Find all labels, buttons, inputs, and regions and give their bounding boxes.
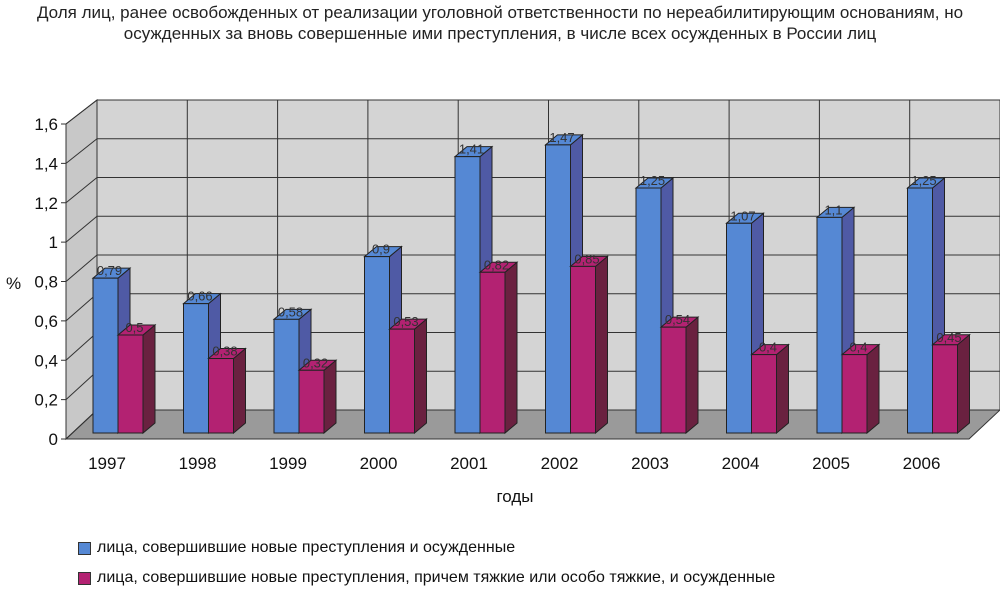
bar (208, 358, 234, 434)
bar (298, 369, 325, 434)
data-label: 0,53 (393, 314, 418, 329)
bar (364, 256, 390, 434)
x-axis-label: годы (496, 487, 533, 506)
bar (660, 326, 687, 434)
data-label: 1,41 (459, 142, 484, 157)
bar (92, 277, 119, 434)
legend-swatch-blue (78, 541, 91, 555)
y-tick-label: 1 (49, 233, 58, 252)
legend-item-series-2: лица, совершившие новые преступления, пр… (78, 569, 775, 587)
bar-side (866, 343, 880, 435)
gridline-side (65, 332, 98, 361)
data-label: 0,38 (212, 344, 237, 359)
bar (273, 318, 300, 434)
data-label: 0,82 (484, 257, 509, 272)
bar (932, 344, 958, 434)
bar-side (957, 333, 970, 435)
x-tick-label: 2006 (903, 454, 941, 473)
gridline-side (65, 370, 98, 400)
y-tick-label: 0,2 (34, 391, 58, 410)
data-label: 1,1 (824, 202, 842, 217)
x-tick-label: 1999 (269, 454, 307, 473)
y-tick-label: 1,6 (34, 115, 58, 134)
y-tick-label: 0,8 (34, 273, 58, 292)
bar-side (685, 316, 699, 435)
bar-side (233, 347, 246, 435)
bar (726, 222, 752, 434)
bar (570, 265, 596, 434)
x-tick-label: 2001 (450, 454, 488, 473)
y-tick-label: 1,2 (34, 194, 58, 213)
chart-title: Доля лиц, ранее освобожденных от реализа… (36, 3, 964, 43)
bar-side (776, 343, 789, 435)
bar-side (504, 261, 518, 435)
bar (479, 271, 506, 434)
bar (454, 156, 481, 434)
data-label: 0,85 (574, 251, 599, 266)
legend-label: лица, совершившие новые преступления и о… (97, 539, 516, 556)
x-tick-label: 1997 (88, 454, 126, 473)
bar-side (595, 255, 608, 435)
bar (389, 328, 415, 434)
gridline-side (65, 254, 98, 282)
gridline-side (65, 138, 98, 164)
bar-side (323, 359, 337, 435)
gridline-side (65, 293, 98, 322)
data-label: 1,47 (549, 130, 574, 145)
bar-side (414, 318, 427, 435)
legend-swatch-magenta (78, 571, 91, 585)
x-tick-label: 2000 (360, 454, 398, 473)
gridline-side (65, 215, 98, 243)
x-tick-label: 2004 (722, 454, 760, 473)
x-tick-label: 2005 (812, 454, 850, 473)
data-label: 0,32 (303, 355, 328, 370)
gridline-side (65, 409, 98, 440)
bar (635, 187, 662, 434)
data-label: 0,66 (187, 289, 212, 304)
data-label: 1,25 (911, 173, 936, 188)
data-label: 0,45 (936, 330, 961, 345)
data-label: 1,25 (640, 173, 665, 188)
data-label: 0,5 (125, 320, 143, 335)
gridline-side (65, 177, 98, 204)
bar (816, 216, 843, 434)
y-tick-label: 0 (49, 430, 58, 449)
data-label: 1,07 (730, 208, 755, 223)
bar (907, 187, 933, 434)
bar (545, 144, 571, 434)
legend-item-series-1: лица, совершившие новые преступления и о… (78, 539, 515, 557)
gridline-side (65, 99, 98, 125)
legend-label: лица, совершившие новые преступления, пр… (97, 569, 776, 586)
bar-side (142, 323, 156, 435)
x-tick-label: 2002 (541, 454, 579, 473)
bar (117, 334, 144, 434)
data-label: 0,54 (665, 312, 690, 327)
data-label: 0,9 (372, 242, 390, 257)
data-label: 0,4 (849, 340, 867, 355)
x-tick-label: 1998 (179, 454, 217, 473)
data-label: 0,58 (278, 304, 303, 319)
data-label: 0,4 (759, 340, 777, 355)
y-tick-label: 1,4 (34, 154, 58, 173)
bar (183, 303, 209, 434)
bar (751, 354, 777, 434)
y-tick-label: 0,6 (34, 312, 58, 331)
y-axis-label: % (6, 274, 21, 293)
y-tick-label: 0,4 (34, 351, 58, 370)
x-tick-label: 2003 (631, 454, 669, 473)
bar (841, 354, 868, 434)
data-label: 0,79 (97, 263, 122, 278)
